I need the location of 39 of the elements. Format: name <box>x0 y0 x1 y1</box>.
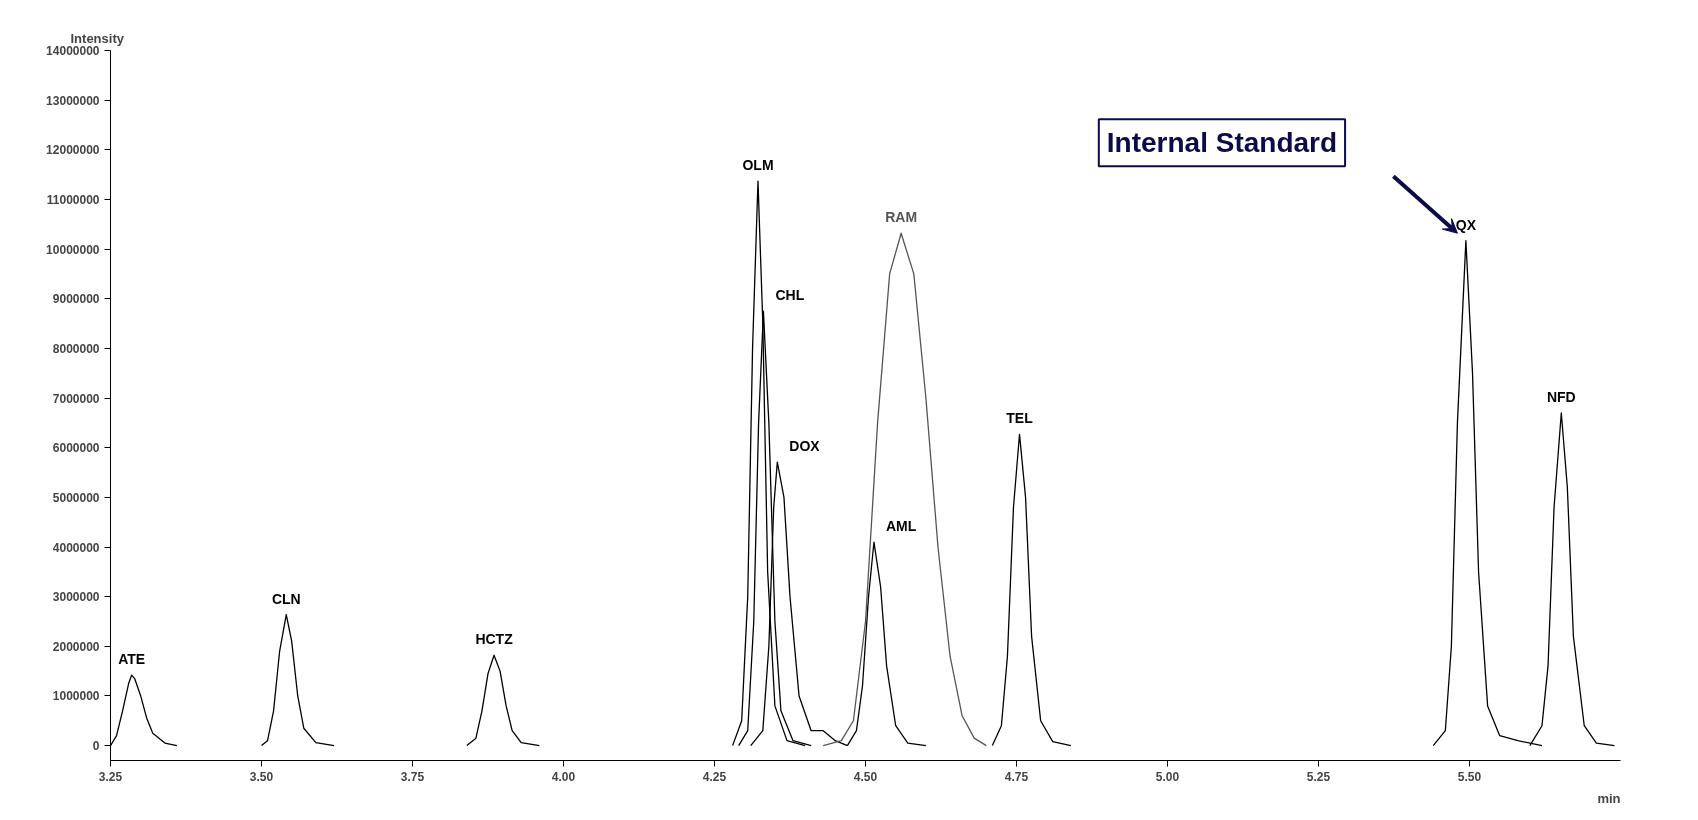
x-tick-label: 5.50 <box>1457 769 1482 784</box>
x-tick-label: 3.25 <box>98 769 123 784</box>
y-tick-label: 11000000 <box>46 192 100 207</box>
x-tick-label: 4.00 <box>551 769 576 784</box>
y-tick-label: 8000000 <box>52 341 100 356</box>
y-tick-label: 0 <box>92 739 100 754</box>
y-tick-label: 9000000 <box>52 292 100 307</box>
series-label: DOX <box>789 438 821 455</box>
series-label: CLN <box>271 590 301 607</box>
y-tick-label: 2000000 <box>52 639 100 654</box>
y-axis-title: Intensity <box>70 30 125 46</box>
series-label: OLM <box>742 157 774 174</box>
y-tick-label: 13000000 <box>46 93 100 108</box>
x-tick-label: 3.75 <box>400 769 425 784</box>
series-label: AML <box>885 518 917 535</box>
series-label: QX <box>1455 216 1477 233</box>
y-tick-label: 3000000 <box>52 590 100 605</box>
x-axis-title: min <box>1597 790 1621 806</box>
y-tick-label: 6000000 <box>52 441 100 456</box>
series-label: RAM <box>885 209 918 226</box>
x-tick-label: 4.25 <box>702 769 727 784</box>
y-tick-label: 12000000 <box>46 143 100 158</box>
series-label: NFD <box>1546 388 1576 405</box>
y-tick-label: 10000000 <box>46 242 100 257</box>
x-tick-label: 4.50 <box>853 769 878 784</box>
y-tick-label: 7000000 <box>52 391 100 406</box>
annotation: Internal Standard <box>1106 127 1338 159</box>
x-tick-label: 5.25 <box>1306 769 1331 784</box>
y-tick-label: 5000000 <box>52 490 100 505</box>
x-tick-label: 5.00 <box>1155 769 1180 784</box>
series-label: CHL <box>775 287 805 304</box>
y-tick-label: 4000000 <box>52 540 100 555</box>
x-tick-label: 3.50 <box>249 769 274 784</box>
series-label: HCTZ <box>475 631 514 648</box>
y-tick-label: 14000000 <box>46 44 100 58</box>
x-tick-label: 4.75 <box>1004 769 1029 784</box>
series-label: TEL <box>1006 410 1034 427</box>
series-label: ATE <box>118 651 146 668</box>
y-tick-label: 1000000 <box>52 689 100 704</box>
